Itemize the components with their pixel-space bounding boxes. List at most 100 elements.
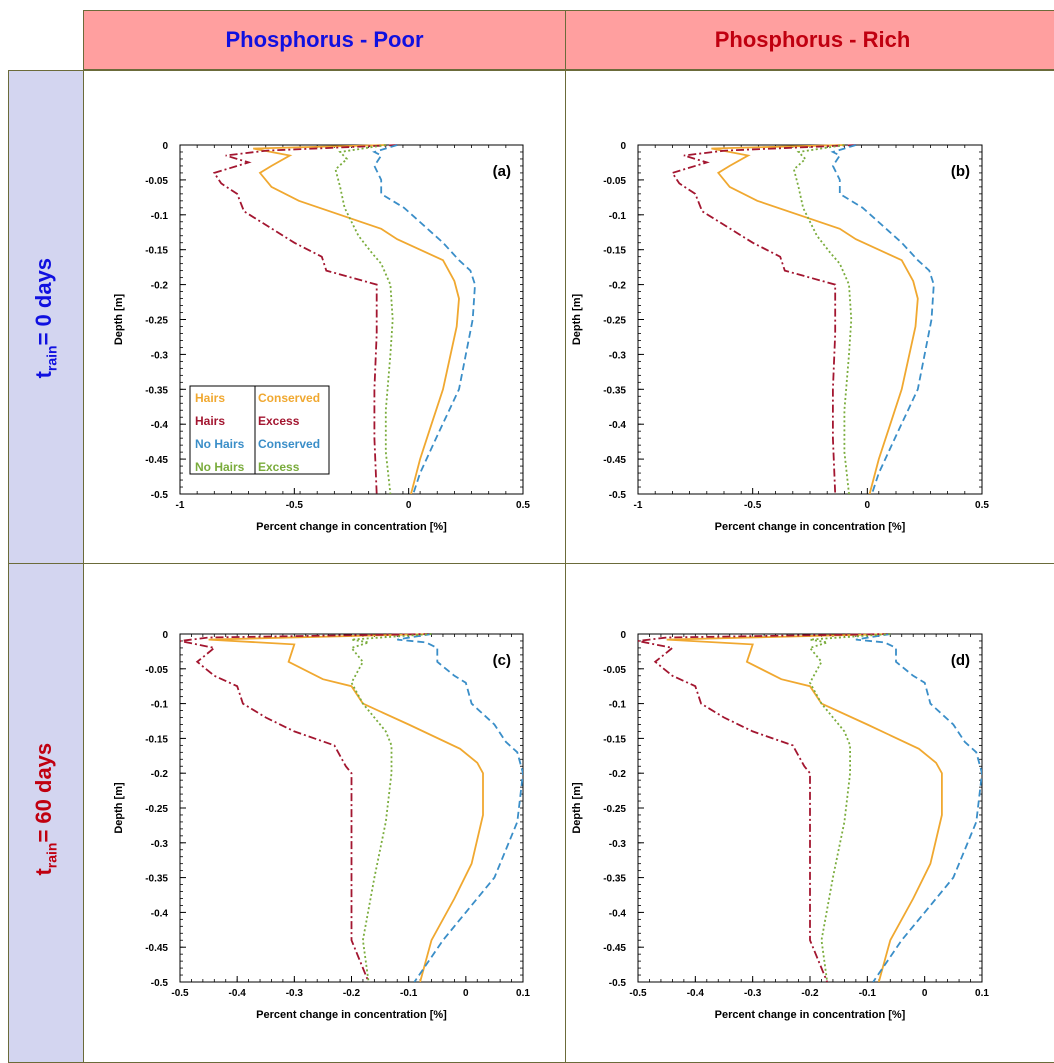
series-line-solid [253,144,460,494]
plot-panel-0: -1 -0.5 0 0.5 0 -0.05 -0.1 -0.15 -0.2 -0.25 -0.3 -0… [113,141,530,533]
y-tick-label: -0.2 [609,769,627,780]
y-tick-label: -0.05 [145,176,168,187]
y-tick-label: -0.1 [609,700,627,711]
x-tick-label: 0.1 [975,988,989,999]
y-axis-label: Depth [m] [113,294,125,346]
series-line-dash [372,144,476,494]
x-tick-label: 0.1 [516,988,530,999]
column-header-rich: Phosphorus - Rich [565,10,1054,70]
y-tick-label: -0.3 [151,350,169,361]
series-line-dash [830,144,935,494]
legend: Hairs Conserved Hairs Excess No Hairs Conserv… [189,385,330,475]
series-line-solid [711,144,919,494]
x-tick-label: -0.2 [801,988,819,999]
y-tick-label: -0.1 [609,211,627,222]
x-tick-label: 0 [463,988,469,999]
y-tick-label: -0.3 [609,350,627,361]
y-tick-label: -0.5 [151,490,169,501]
x-tick-label: -0.4 [229,988,247,999]
x-tick-label: 0 [865,500,871,511]
x-axis-label: Percent change in concentration [%] [715,521,906,533]
legend-box [189,385,330,475]
x-tick-label: 0.5 [975,500,989,511]
y-tick-label: -0.45 [145,455,168,466]
series-line-solid [208,633,484,982]
cell-c [83,563,566,1063]
y-tick-label: -0.3 [609,839,627,850]
y-tick-label: -0.35 [603,385,626,396]
series-line-dot [808,633,891,982]
y-tick-label: 0 [620,630,626,641]
y-tick-label: -0.2 [609,281,627,292]
series-line-dot [334,144,394,494]
x-tick-label: -0.1 [400,988,418,999]
series-line-dashdot [212,144,398,494]
legend-entry-right: Excess [258,414,300,428]
y-tick-label: -0.4 [151,908,169,919]
y-tick-label: -0.1 [151,211,169,222]
y-tick-label: -0.4 [151,420,169,431]
plot-panel-2: -0.5 -0.4 -0.3 -0.2 -0.1 0 0.1 0 -0.05 -0.1 -0.15 -… [113,630,530,1021]
legend-entry-right: Conserved [258,437,320,451]
panel-label: (c) [493,652,511,669]
y-tick-label: -0.35 [603,874,626,885]
row-label-t0: train= 0 days [8,70,84,564]
legend-entry-right: Conserved [258,391,320,405]
series-line-dash [855,633,982,982]
x-axis-label: Percent change in concentration [%] [256,521,447,533]
series-line-solid [666,633,943,982]
column-header-poor-label: Phosphorus - Poor [225,27,424,52]
x-tick-label: -1 [176,500,185,511]
y-tick-label: -0.2 [151,281,169,292]
y-tick-label: 0 [620,141,626,152]
legend-entry-right: Excess [258,460,300,474]
series-line-dashdot [638,633,891,982]
y-tick-label: -0.45 [603,943,626,954]
y-tick-label: -0.4 [609,420,627,431]
y-tick-label: -0.15 [145,246,168,257]
x-tick-label: -0.5 [629,988,647,999]
y-tick-label: -0.15 [603,734,626,745]
x-tick-label: 0 [406,500,412,511]
column-header-rich-label: Phosphorus - Rich [714,27,911,52]
y-tick-label: -0.25 [603,804,626,815]
y-axis-label: Depth [m] [571,294,583,346]
x-axis-label: Percent change in concentration [%] [256,1009,447,1021]
y-tick-label: -0.35 [145,385,168,396]
x-tick-label: -0.3 [744,988,762,999]
series-line-dot [792,144,853,494]
plot-frame [637,144,983,495]
plot-panel-3: -0.5 -0.4 -0.3 -0.2 -0.1 0 0.1 0 -0.05 -0.1 -0.15 -… [571,630,989,1021]
y-tick-label: -0.35 [145,874,168,885]
y-tick-label: -0.25 [603,316,626,327]
y-axis-label: Depth [m] [113,782,125,834]
x-tick-label: -0.5 [286,500,304,511]
x-axis-label: Percent change in concentration [%] [715,1009,906,1021]
x-tick-label: -0.2 [343,988,361,999]
y-tick-label: -0.45 [603,455,626,466]
y-tick-label: -0.4 [609,908,627,919]
y-tick-label: -0.05 [603,176,626,187]
legend-entry-left: Hairs [195,414,225,428]
y-tick-label: -0.05 [603,665,626,676]
series-line-dashdot [670,144,856,494]
series-line-dot [349,633,432,982]
x-tick-label: 0.5 [516,500,530,511]
x-tick-label: -0.1 [859,988,877,999]
y-tick-label: -0.3 [151,839,169,850]
panel-label: (a) [493,163,511,180]
y-tick-label: 0 [162,630,168,641]
y-tick-label: -0.5 [151,978,169,989]
legend-entry-left: No Hairs [195,460,245,474]
y-tick-label: -0.15 [603,246,626,257]
series-line-dashdot [180,633,432,982]
x-tick-label: -0.3 [286,988,304,999]
y-tick-label: -0.25 [145,804,168,815]
y-tick-label: -0.05 [145,665,168,676]
panel-label: (d) [951,652,970,669]
y-tick-label: -0.45 [145,943,168,954]
y-tick-label: -0.2 [151,769,169,780]
legend-entry-left: No Hairs [195,437,245,451]
x-tick-label: -1 [634,500,643,511]
